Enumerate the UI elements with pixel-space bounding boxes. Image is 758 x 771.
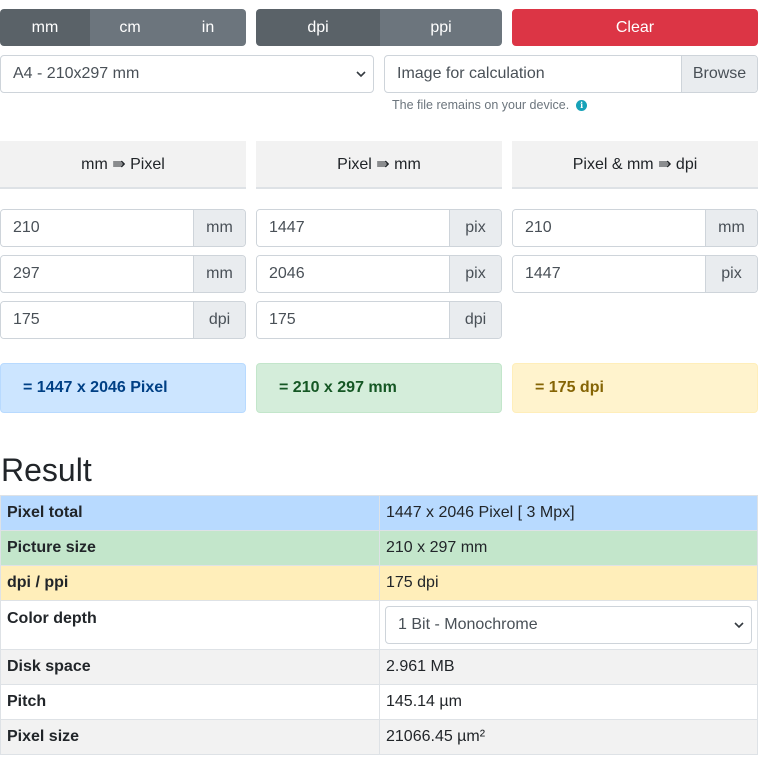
file-note-text: The file remains on your device. — [392, 98, 570, 112]
dpi-input-group-col1: 175 dpi — [0, 301, 246, 339]
height-mm-input[interactable]: 297 — [1, 256, 193, 292]
height-pix-input-group: 2046 pix — [256, 255, 502, 293]
picture-size-label: Picture size — [0, 530, 380, 566]
height-mm-unit: mm — [193, 256, 245, 292]
ppi-button[interactable]: ppi — [380, 9, 502, 46]
dpi-button[interactable]: dpi — [256, 9, 380, 46]
mm-input-col3[interactable]: 210 — [513, 210, 705, 246]
tab-pixel-mm-to-dpi[interactable]: Pixel & mm ⇛ dpi — [512, 141, 758, 189]
pixel-total-label: Pixel total — [0, 495, 380, 531]
result-heading: Result — [1, 452, 92, 488]
result-table: Pixel total 1447 x 2046 Pixel [ 3 Mpx] P… — [0, 495, 758, 755]
unit-mm-button[interactable]: mm — [0, 9, 90, 46]
mm-unit-col3: mm — [705, 210, 757, 246]
width-mm-input-group: 210 mm — [0, 209, 246, 247]
color-depth-select[interactable]: 1 Bit - Monochrome — [385, 606, 752, 644]
width-pix-input-group: 1447 pix — [256, 209, 502, 247]
file-input-label: Image for calculation — [397, 65, 545, 82]
chevron-down-icon — [356, 71, 366, 78]
table-row-pitch: Pitch 145.14 µm — [0, 684, 758, 720]
width-pix-input[interactable]: 1447 — [257, 210, 449, 246]
dpi-input-col1[interactable]: 175 — [1, 302, 193, 338]
pixel-size-label: Pixel size — [0, 719, 380, 755]
table-row-picture-size: Picture size 210 x 297 mm — [0, 530, 758, 566]
pix-input-col3[interactable]: 1447 — [513, 256, 705, 292]
image-file-input[interactable]: Image for calculation Browse — [384, 55, 758, 93]
dpi-unit-col1: dpi — [193, 302, 245, 338]
width-mm-input[interactable]: 210 — [1, 210, 193, 246]
mm-result-box: = 210 x 297 mm — [256, 363, 502, 413]
pitch-value: 145.14 µm — [379, 684, 758, 720]
unit-in-button[interactable]: in — [170, 9, 246, 46]
dpi-result-box: = 175 dpi — [512, 363, 758, 413]
dpi-unit-col2: dpi — [449, 302, 501, 338]
pitch-label: Pitch — [0, 684, 380, 720]
table-row-pixel-total: Pixel total 1447 x 2046 Pixel [ 3 Mpx] — [0, 495, 758, 531]
color-depth-cell: 1 Bit - Monochrome — [379, 600, 758, 650]
picture-size-value: 210 x 297 mm — [379, 530, 758, 566]
height-mm-input-group: 297 mm — [0, 255, 246, 293]
dpi-ppi-label: dpi / ppi — [0, 565, 380, 601]
dpi-ppi-value: 175 dpi — [379, 565, 758, 601]
pix-input-group-col3: 1447 pix — [512, 255, 758, 293]
disk-space-value: 2.961 MB — [379, 649, 758, 685]
chevron-down-icon — [734, 622, 744, 629]
unit-toggle-group: mm cm in — [0, 9, 246, 46]
height-pix-input[interactable]: 2046 — [257, 256, 449, 292]
table-row-color-depth: Color depth 1 Bit - Monochrome — [0, 600, 758, 650]
color-depth-value: 1 Bit - Monochrome — [398, 616, 538, 633]
tab-pixel-to-mm[interactable]: Pixel ⇛ mm — [256, 141, 502, 189]
resolution-toggle-group: dpi ppi — [256, 9, 502, 46]
file-note: The file remains on your device. i — [392, 98, 588, 112]
paper-size-value: A4 - 210x297 mm — [13, 65, 140, 82]
pixel-total-value: 1447 x 2046 Pixel [ 3 Mpx] — [379, 495, 758, 531]
dpi-input-col2[interactable]: 175 — [257, 302, 449, 338]
pix-unit-col3: pix — [705, 256, 757, 292]
table-row-dpi-ppi: dpi / ppi 175 dpi — [0, 565, 758, 601]
tab-mm-to-pixel[interactable]: mm ⇛ Pixel — [0, 141, 246, 189]
browse-button[interactable]: Browse — [681, 56, 757, 92]
color-depth-label: Color depth — [0, 600, 380, 650]
table-row-disk-space: Disk space 2.961 MB — [0, 649, 758, 685]
dpi-input-group-col2: 175 dpi — [256, 301, 502, 339]
pixel-result-box: = 1447 x 2046 Pixel — [0, 363, 246, 413]
pixel-size-value: 21066.45 µm² — [379, 719, 758, 755]
width-mm-unit: mm — [193, 210, 245, 246]
height-pix-unit: pix — [449, 256, 501, 292]
width-pix-unit: pix — [449, 210, 501, 246]
info-circle-icon[interactable]: i — [576, 99, 588, 111]
clear-button[interactable]: Clear — [512, 9, 758, 46]
unit-cm-button[interactable]: cm — [90, 9, 170, 46]
paper-size-select[interactable]: A4 - 210x297 mm — [0, 55, 374, 93]
table-row-pixel-size: Pixel size 21066.45 µm² — [0, 719, 758, 755]
disk-space-label: Disk space — [0, 649, 380, 685]
mm-input-group-col3: 210 mm — [512, 209, 758, 247]
